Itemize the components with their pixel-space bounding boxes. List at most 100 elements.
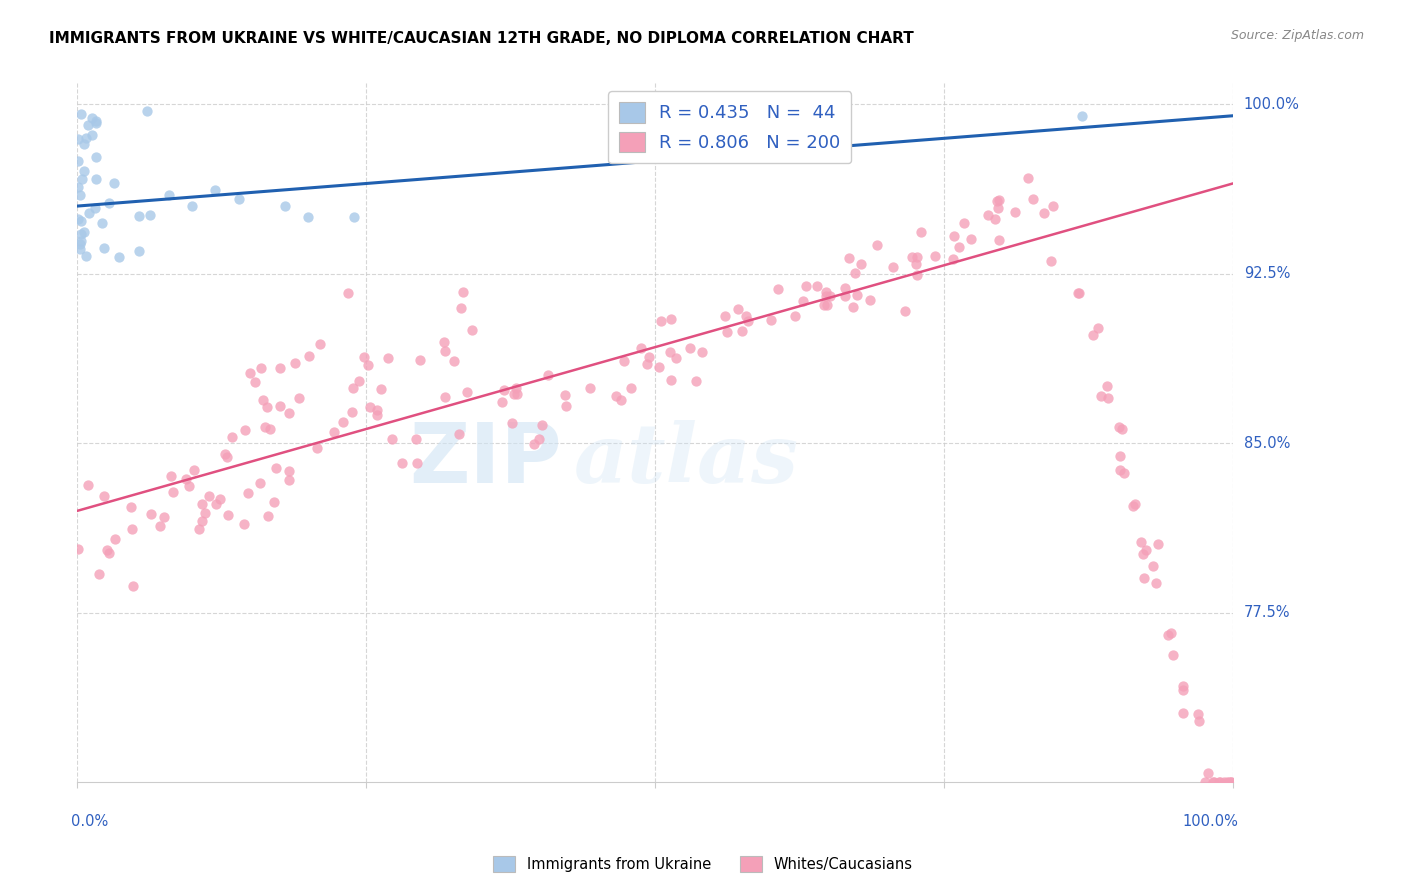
Point [613,354,636,368]
Point [128,244,150,259]
Point [815,298,838,312]
Point [838,251,860,265]
Point [806,279,828,293]
Text: 0.0%: 0.0% [70,814,108,829]
Point [659,345,682,359]
Point [1161,648,1184,662]
Point [243,376,266,390]
Point [1129,534,1152,549]
Point [794,279,817,293]
Point [253,419,276,434]
Point [263,495,285,509]
Point [1188,714,1211,728]
Point [905,251,928,265]
Point [665,351,688,365]
Point [1004,205,1026,219]
Point [1087,321,1109,335]
Point [122,580,145,594]
Point [239,366,262,380]
Point [391,456,413,470]
Point [987,233,1010,247]
Point [238,485,260,500]
Point [1071,109,1094,123]
Point [269,361,291,376]
Point [107,250,129,264]
Point [432,335,454,350]
Point [761,312,783,326]
Point [737,314,759,328]
Point [84,201,107,215]
Text: 100.0%: 100.0% [1182,814,1239,829]
Point [494,383,516,397]
Point [530,417,553,432]
Point [900,250,922,264]
Point [233,424,256,438]
Point [249,476,271,491]
Point [579,381,602,395]
Point [1173,679,1195,693]
Point [70,171,93,186]
Point [221,430,243,444]
Point [1132,547,1154,561]
Point [893,304,915,318]
Point [818,289,841,303]
Point [977,209,1000,223]
Point [1067,286,1090,301]
Point [1194,775,1216,789]
Point [86,114,108,128]
Point [67,541,90,556]
Point [1216,775,1239,789]
Point [1208,775,1230,789]
Point [252,392,274,407]
Point [792,294,814,309]
Point [139,507,162,521]
Point [766,281,789,295]
Point [734,309,756,323]
Point [188,522,211,536]
Point [84,172,107,186]
Point [1187,706,1209,721]
Point [69,236,91,251]
Point [506,387,529,401]
Point [217,450,239,465]
Point [1032,206,1054,220]
Point [461,323,484,337]
Point [366,403,388,417]
Point [104,532,127,546]
Point [630,341,652,355]
Point [249,361,271,376]
Point [297,211,319,225]
Point [353,350,375,364]
Point [75,249,97,263]
Point [910,225,932,239]
Point [1111,422,1133,436]
Point [505,381,527,395]
Point [97,546,120,560]
Point [637,350,659,364]
Point [79,205,101,219]
Point [905,268,928,283]
Point [159,469,181,483]
Point [659,311,682,326]
Point [453,285,475,300]
Point [650,314,672,328]
Point [288,392,311,406]
Point [70,106,93,120]
Point [813,298,835,312]
Text: IMMIGRANTS FROM UKRAINE VS WHITE/CAUCASIAN 12TH GRADE, NO DIPLOMA CORRELATION CH: IMMIGRANTS FROM UKRAINE VS WHITE/CAUCASI… [49,31,914,46]
Point [357,359,380,373]
Point [66,153,89,168]
Point [783,309,806,323]
Point [986,194,1008,208]
Point [277,473,299,487]
Point [73,136,96,151]
Point [217,508,239,522]
Point [555,399,578,413]
Point [309,337,332,351]
Point [1133,571,1156,585]
Point [1122,499,1144,513]
Point [1108,449,1130,463]
Point [904,257,927,271]
Point [1144,575,1167,590]
Point [1202,775,1225,789]
